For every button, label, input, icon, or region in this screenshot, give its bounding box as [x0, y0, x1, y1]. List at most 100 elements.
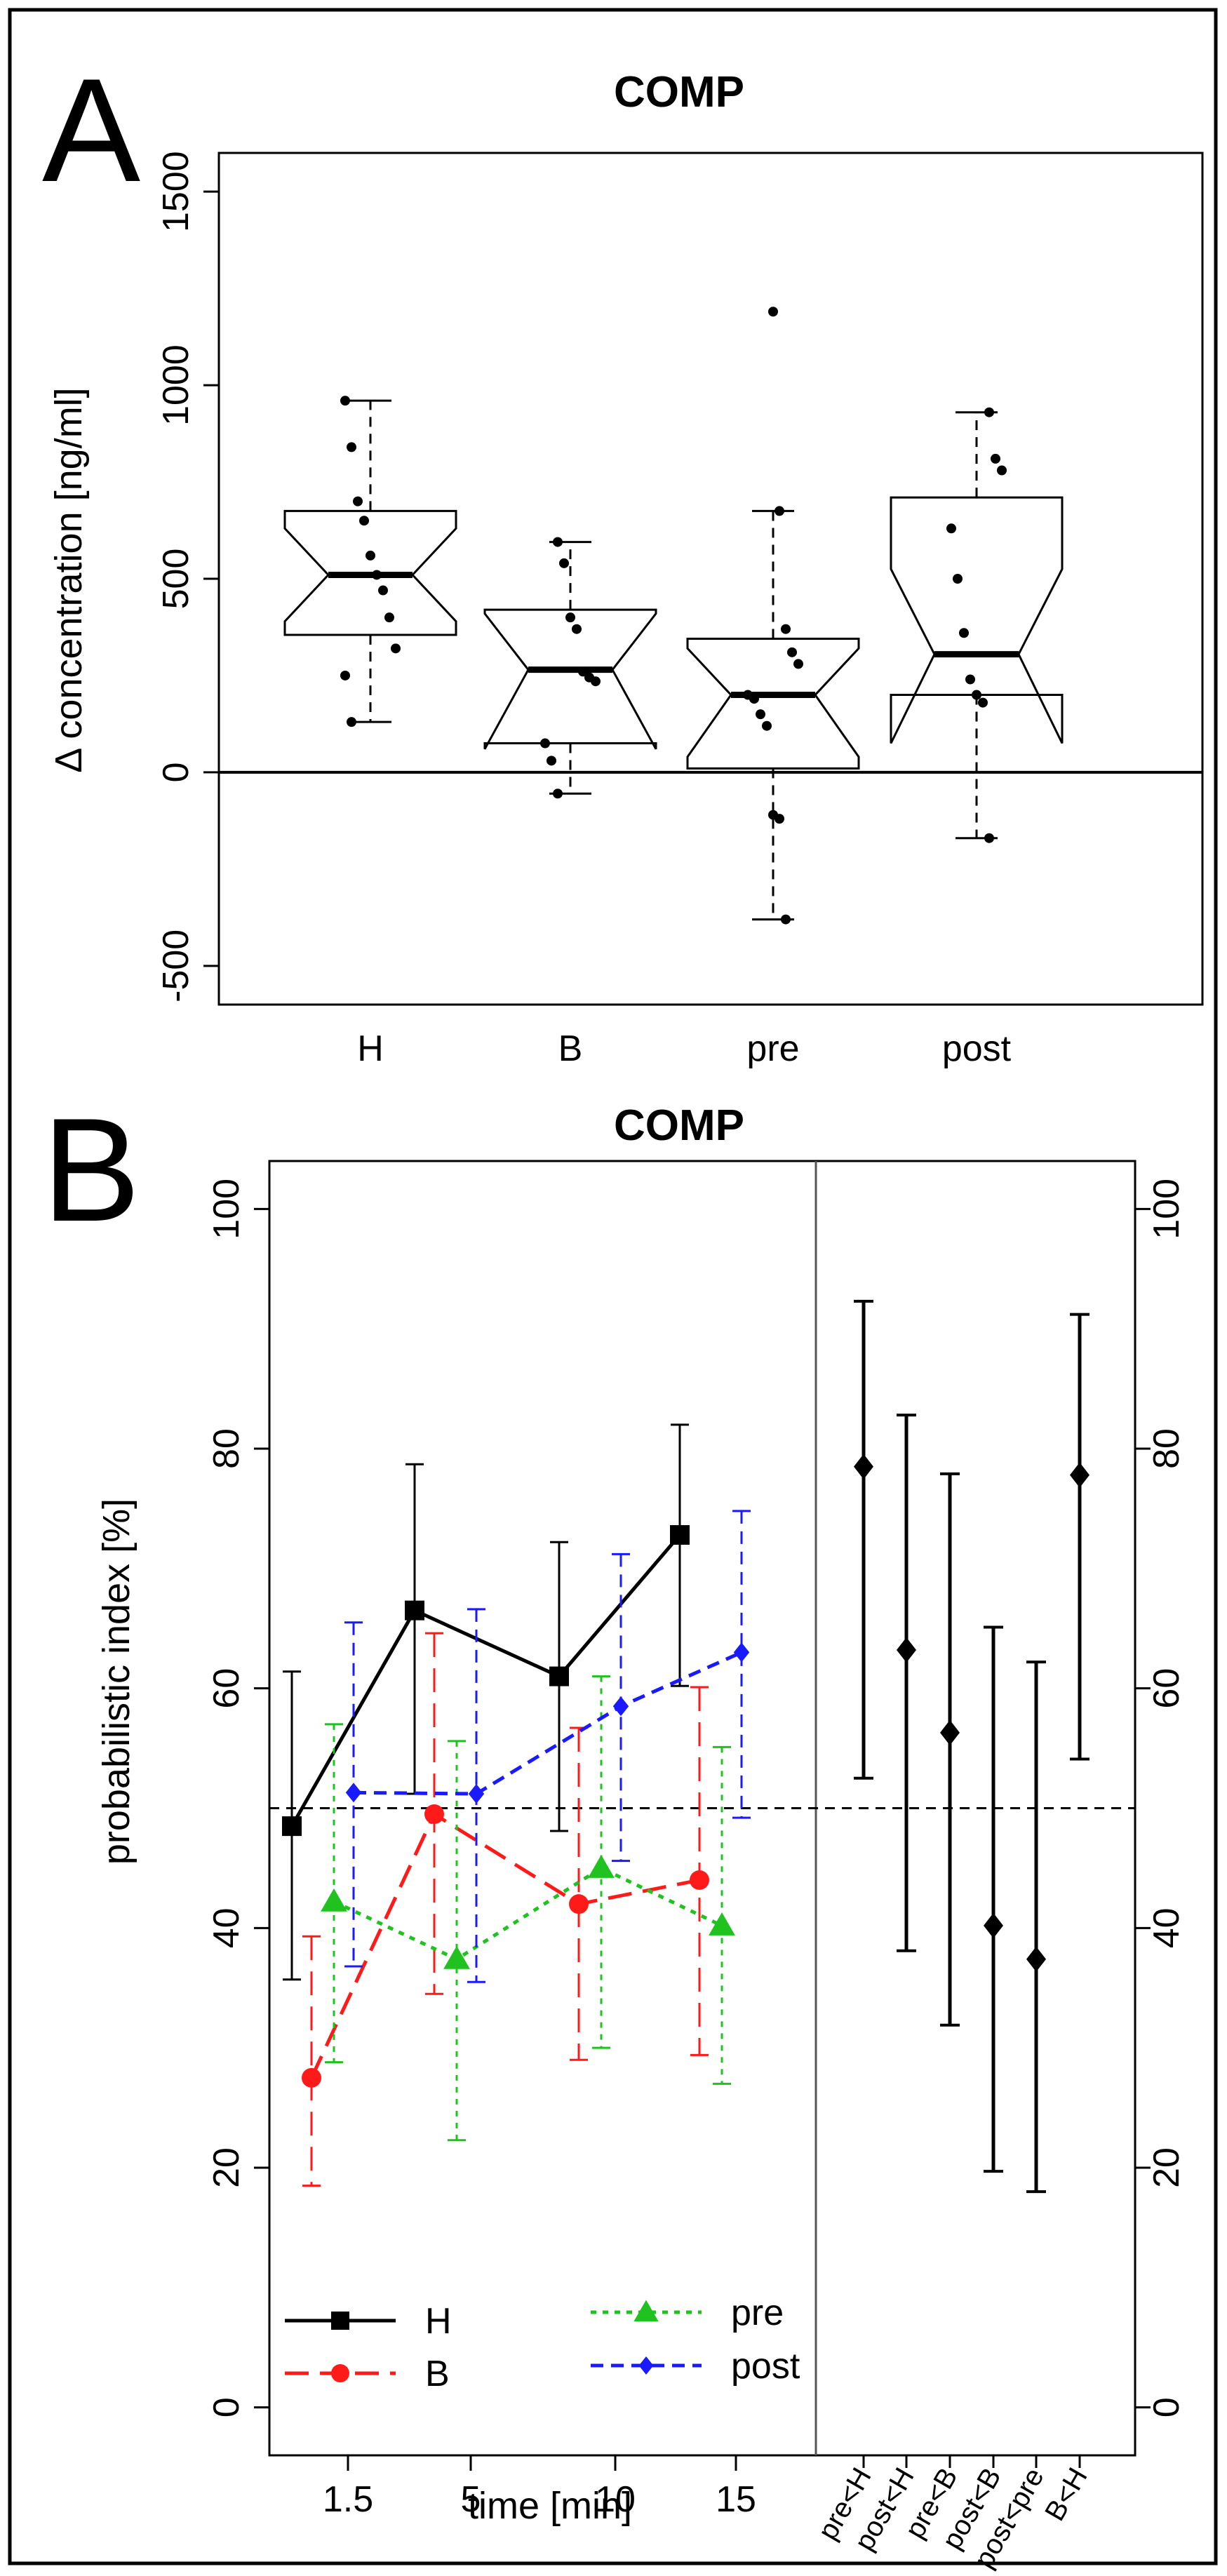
y-tick-label-right: 60 [1146, 1668, 1187, 1709]
x-category-label: B [558, 1028, 583, 1069]
series-line-H [290, 1534, 681, 1827]
marker-diamond [468, 1784, 485, 1804]
comparison-marker [897, 1637, 916, 1663]
panel-a-title: COMP [614, 68, 744, 116]
box-B [483, 537, 657, 799]
data-point [946, 523, 956, 534]
data-point [384, 612, 394, 623]
comparison-1 [897, 1414, 916, 1952]
y-tick-label: -500 [156, 930, 196, 1002]
panel-a: A COMP Δ concentration [ng/ml] -500 0 500 1… [42, 48, 1204, 1069]
data-point [347, 442, 356, 452]
marker-circle [690, 1870, 709, 1890]
box-H [283, 396, 457, 727]
data-point [347, 717, 356, 727]
data-point [591, 676, 601, 687]
comparison-marker [1026, 1946, 1046, 1972]
panel-b-letter: B [42, 1087, 140, 1252]
data-point [353, 496, 363, 507]
data-point [965, 674, 975, 685]
notched-box [686, 638, 860, 770]
x-tick-label: 1.5 [323, 2479, 373, 2520]
series-B [302, 1632, 709, 2187]
panel-b-y-axis-label: probabilistic index [%] [95, 1498, 138, 1865]
data-point [787, 647, 797, 657]
data-point [984, 833, 994, 843]
y-tick-label-left: 60 [206, 1668, 247, 1709]
comparison-5 [1070, 1313, 1089, 1761]
data-point [340, 670, 350, 680]
series-pre [321, 1675, 735, 2142]
comparison-marker [940, 1719, 960, 1745]
comparison-4 [1026, 1661, 1046, 2194]
data-point [553, 789, 563, 799]
marker-square [670, 1525, 690, 1545]
box-post [890, 407, 1064, 843]
comparison-marker [1070, 1462, 1089, 1488]
marker-square [331, 2312, 349, 2330]
y-tick-label-left: 80 [206, 1428, 247, 1469]
y-tick-label-right: 40 [1146, 1907, 1187, 1948]
data-point [984, 407, 994, 417]
data-point [781, 914, 791, 925]
marker-triangle [588, 1855, 615, 1878]
y-tick-label-right: 80 [1146, 1428, 1187, 1469]
legend-label-H: H [425, 2301, 452, 2342]
data-point [340, 396, 350, 406]
marker-triangle [709, 1912, 735, 1936]
data-point [547, 756, 556, 766]
marker-square [282, 1816, 302, 1837]
legend-label-pre: pre [731, 2293, 784, 2333]
y-tick-label-left: 20 [206, 2147, 247, 2188]
y-tick-label: 1500 [156, 151, 196, 232]
series-line-B [309, 1811, 700, 2079]
x-category-label: pre [746, 1028, 799, 1069]
marker-triangle [321, 1888, 347, 1912]
notched-box [483, 608, 657, 750]
data-point [997, 465, 1007, 476]
marker-diamond [733, 1642, 750, 1663]
comparison-3 [984, 1625, 1003, 2173]
data-point [553, 537, 563, 547]
x-category-label: H [357, 1028, 384, 1069]
series-line-pre [333, 1866, 723, 1961]
series-post [344, 1510, 751, 1983]
marker-diamond [638, 2356, 654, 2375]
data-point [540, 738, 550, 749]
data-point [391, 643, 401, 654]
data-point [572, 624, 582, 634]
marker-square [405, 1600, 424, 1621]
data-point [991, 453, 1000, 464]
data-point [372, 570, 382, 580]
panel-b-title: COMP [614, 1101, 744, 1150]
data-point [775, 814, 784, 824]
marker-diamond [612, 1696, 629, 1717]
y-tick-label-left: 0 [206, 2397, 247, 2417]
marker-triangle [443, 1945, 470, 1969]
data-point [359, 516, 369, 526]
data-point [953, 574, 963, 584]
data-point [559, 558, 569, 568]
legend-label-post: post [731, 2346, 800, 2387]
data-point [768, 307, 778, 317]
marker-square [549, 1666, 569, 1686]
data-point [781, 624, 791, 634]
comparison-marker [984, 1912, 1003, 1938]
y-tick-label: 500 [156, 549, 196, 610]
panel-a-y-axis-label: Δ concentration [ng/ml] [48, 387, 90, 772]
y-tick-label: 0 [156, 762, 196, 782]
x-tick-label: 5 [461, 2479, 481, 2520]
marker-diamond [345, 1783, 362, 1803]
comparison-marker [854, 1454, 873, 1480]
marker-circle [424, 1804, 444, 1825]
panel-a-letter: A [42, 48, 140, 213]
data-point [565, 612, 575, 623]
data-point [793, 659, 803, 669]
marker-circle [331, 2364, 349, 2382]
marker-circle [302, 2067, 321, 2088]
y-tick-label-left: 40 [206, 1907, 247, 1948]
panel-b: B COMP probabilistic index [%] time [min… [42, 1087, 1187, 2573]
